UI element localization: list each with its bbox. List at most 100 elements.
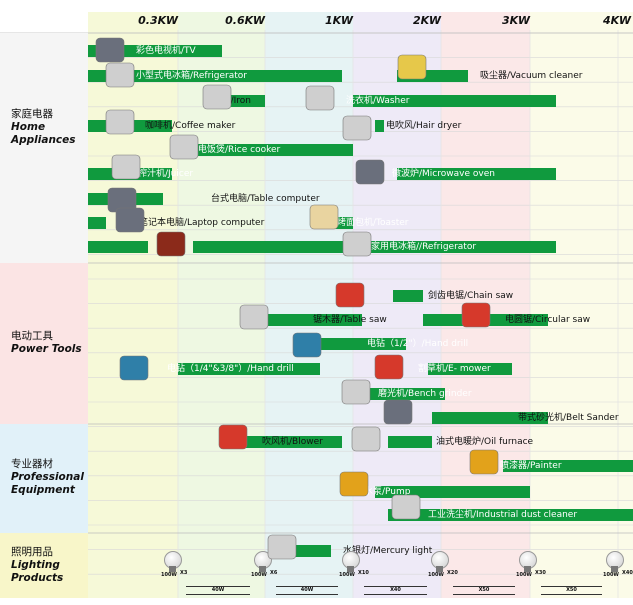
dust-cleaner-icon (391, 494, 421, 520)
bar (192, 241, 557, 253)
mercury-light-icon (267, 534, 297, 560)
bulb-cap (435, 566, 443, 572)
circular-saw-icon (461, 302, 491, 328)
step-label: 40W (186, 586, 250, 595)
axis-tick-label: 0.3KW (138, 14, 178, 27)
bar-label: 水银灯/Mercury light (343, 546, 433, 556)
bulb-watt-label: 100W (516, 572, 532, 578)
juicer-icon (111, 154, 141, 180)
table-saw-icon (239, 304, 269, 330)
fridge-icon (342, 231, 372, 257)
bulb-cap (346, 566, 354, 572)
group-label-en: Power Tools (11, 343, 82, 355)
group-band (0, 263, 88, 424)
step-label: 40W (276, 586, 338, 595)
bulb-watt-label: 100W (603, 572, 619, 578)
group-band (0, 424, 88, 533)
axis-tick-label: 1KW (324, 14, 353, 27)
bar-label: 电圆锯/Circular saw (505, 315, 591, 325)
bulb-watt-label: 100W (339, 572, 355, 578)
bar (88, 70, 342, 82)
bar-label: 彩色电视机/TV (136, 46, 196, 56)
rice-cooker-icon (169, 134, 199, 160)
bar (88, 241, 148, 253)
mower-icon (374, 354, 404, 380)
bar-label: 烤面包机/Toaster (337, 218, 409, 228)
bar (183, 144, 353, 156)
bar-label: 电钻（1/4"&3/8"）/Hand drill (167, 364, 294, 374)
bar-label: 带式砂光机/Belt Sander (518, 413, 619, 423)
bulb-cap (258, 566, 266, 572)
bulb-cap (168, 566, 176, 572)
bar (309, 338, 406, 350)
hand-drill-icon (292, 332, 322, 358)
bar (432, 412, 548, 424)
iron-icon (202, 84, 232, 110)
step-label: X50 (541, 586, 602, 595)
group-label-zh: 家庭电器 (11, 108, 53, 120)
bar-label: 割草机/E- mower (418, 364, 491, 374)
bar-label: 油式电暖炉/Oil furnace (436, 437, 534, 447)
toaster-icon (309, 204, 339, 230)
washer-icon (305, 85, 335, 111)
bulb-watt-label: 100W (161, 572, 177, 578)
bar (88, 217, 106, 229)
group-band (0, 533, 88, 598)
group-label: 专业器材 Professional Equipment (11, 458, 84, 497)
oil-furnace-icon (351, 426, 381, 452)
painter-icon (469, 449, 499, 475)
vacuum-icon (397, 54, 427, 80)
bar (388, 436, 433, 448)
bar-label: 喷漆器/Painter (500, 461, 562, 471)
bulb-watt-label: 100W (428, 572, 444, 578)
step-label: X40 (364, 586, 427, 595)
grinder-icon (341, 379, 371, 405)
axis-tick-label: 2KW (412, 14, 441, 27)
bar-label: 吹风机/Blower (262, 437, 323, 447)
bar-label: 洗衣机/Washer (346, 96, 410, 106)
bar (392, 290, 424, 302)
axis-tick-label: 0.6KW (225, 14, 265, 27)
laptop-icon (115, 207, 145, 233)
bulb-multiplier: X6 (270, 570, 278, 576)
bar-label: 台式电脑/Table computer (211, 194, 320, 204)
bar-label: 笔记本电脑/Laptop computer (139, 218, 265, 228)
chain-saw-icon (335, 282, 365, 308)
bulb-cap (610, 566, 618, 572)
bar-label: 小型式电冰箱/Refrigerator (136, 71, 247, 81)
bar (427, 363, 513, 375)
bar (178, 363, 320, 375)
coffee-maker-icon (105, 109, 135, 135)
group-label-en: Professional Equipment (11, 471, 84, 496)
group-label: 电动工具 Power Tools (11, 330, 82, 356)
bar (361, 388, 446, 400)
bulb-cap (523, 566, 531, 572)
axis-tick-label: 4KW (602, 14, 631, 27)
bar-label: 工业洗尘机/Industrial dust cleaner (428, 510, 578, 520)
bar (388, 509, 633, 521)
bulb-multiplier: X30 (535, 570, 546, 576)
hair-dryer-icon (342, 115, 372, 141)
bulb-multiplier: X10 (358, 570, 369, 576)
group-label-en: Lighting Products (11, 559, 64, 584)
bar (503, 460, 633, 472)
bar-label: 咖啡机/Coffee maker (145, 121, 236, 131)
axis-tick-label: 3KW (501, 14, 530, 27)
bar-label: 电钻（1/2"）/Hand drill (367, 339, 469, 349)
group-label-en: Home Appliances (11, 121, 76, 146)
bar-label: 水泵/Pump (364, 487, 411, 497)
bar-label: 榨汁机/Juicer (138, 169, 194, 179)
group-label-zh: 专业器材 (11, 458, 53, 470)
bar-label: 磨光机/Bench grinder (378, 389, 472, 399)
group-label-zh: 电动工具 (11, 330, 53, 342)
tv-icon (95, 37, 125, 63)
bulb-multiplier: X3 (180, 570, 188, 576)
bar-label: 电吹风/Hair dryer (386, 121, 462, 131)
belt-sander-icon (383, 399, 413, 425)
blower-icon (218, 424, 248, 450)
bar-label: 剑齿电锯/Chain saw (428, 291, 514, 301)
hand-drill-icon (119, 355, 149, 381)
bar (375, 120, 384, 132)
